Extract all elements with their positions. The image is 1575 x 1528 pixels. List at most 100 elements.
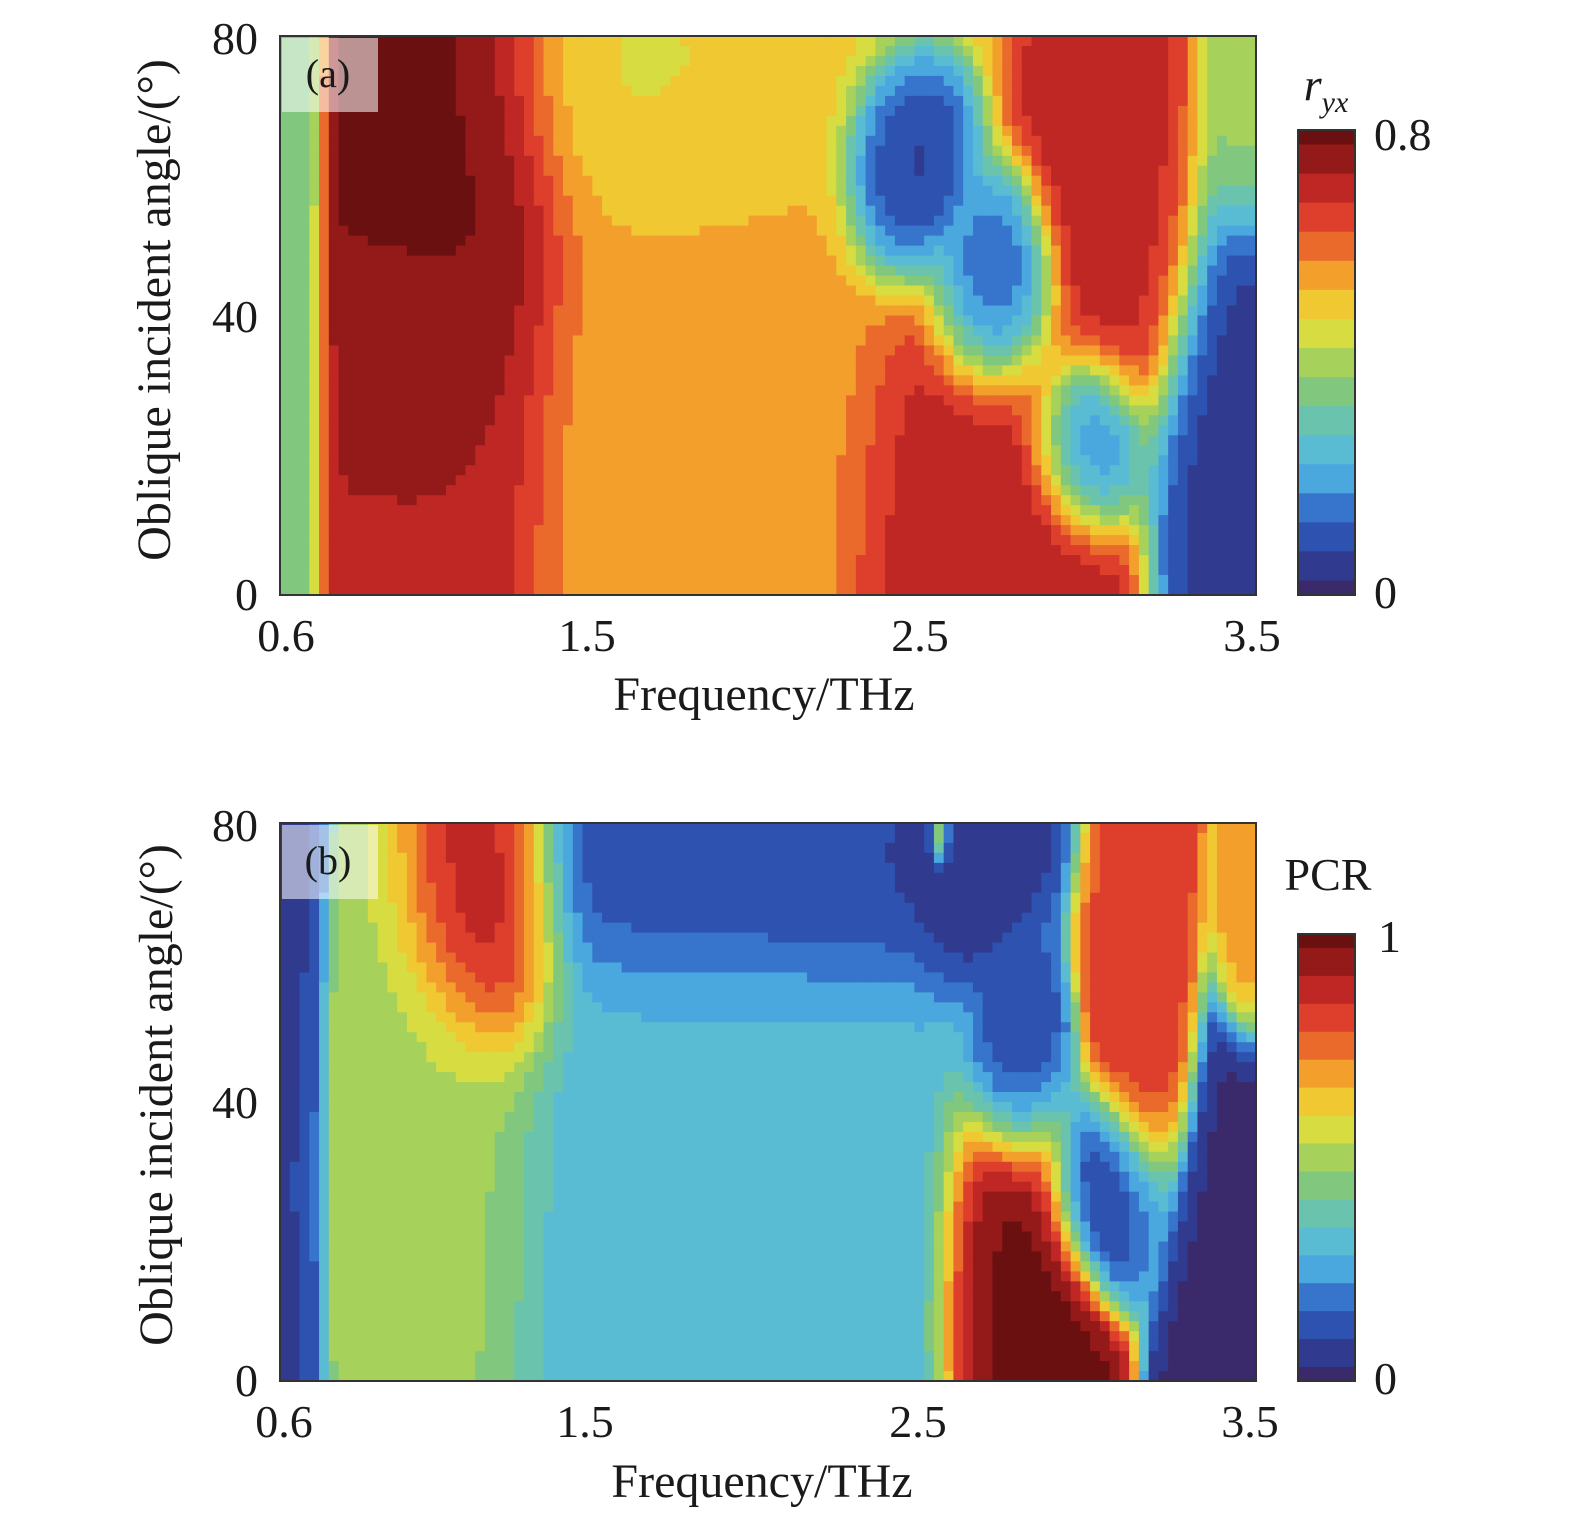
heatmap-cell bbox=[592, 305, 603, 317]
heatmap-cell bbox=[504, 235, 515, 247]
heatmap-cell bbox=[836, 415, 847, 426]
heatmap-cell bbox=[1236, 425, 1247, 436]
heatmap-cell bbox=[1168, 275, 1179, 287]
heatmap-cell bbox=[728, 155, 740, 167]
heatmap-cell bbox=[455, 375, 467, 386]
heatmap-cell bbox=[533, 465, 545, 476]
heatmap-cell bbox=[1012, 435, 1023, 446]
heatmap-cell bbox=[982, 285, 994, 297]
heatmap-cell bbox=[406, 505, 418, 516]
heatmap-cell bbox=[972, 105, 984, 117]
heatmap-cell bbox=[1216, 165, 1228, 177]
heatmap-cell bbox=[1216, 405, 1228, 416]
heatmap-cell bbox=[787, 85, 798, 97]
heatmap-cell bbox=[1060, 405, 1072, 416]
heatmap-cell bbox=[943, 135, 955, 147]
heatmap-cell bbox=[436, 255, 447, 267]
heatmap-cell bbox=[816, 215, 828, 227]
heatmap-cell bbox=[1197, 105, 1208, 117]
heatmap-cell bbox=[885, 355, 896, 367]
heatmap-cell bbox=[758, 385, 769, 396]
heatmap-cell bbox=[709, 195, 720, 207]
heatmap-cell bbox=[328, 195, 340, 207]
heatmap-cell bbox=[826, 445, 837, 456]
heatmap-cell bbox=[894, 115, 906, 127]
heatmap-cell bbox=[582, 475, 593, 486]
heatmap-cell bbox=[650, 315, 662, 327]
heatmap-cell bbox=[846, 285, 857, 297]
heatmap-cell bbox=[875, 225, 886, 237]
heatmap-cell bbox=[953, 225, 964, 237]
heatmap-cell bbox=[299, 455, 310, 466]
heatmap-cell bbox=[494, 345, 506, 357]
heatmap-cell bbox=[436, 525, 447, 536]
heatmap-cell bbox=[836, 365, 847, 376]
heatmap-cell bbox=[289, 475, 301, 486]
heatmap-cell bbox=[1119, 305, 1130, 317]
heatmap-cell bbox=[885, 255, 896, 267]
heatmap-cell bbox=[309, 505, 320, 516]
heatmap-cell bbox=[1129, 115, 1140, 127]
heatmap-cell bbox=[963, 435, 974, 446]
heatmap-cell bbox=[689, 355, 701, 367]
heatmap-cell bbox=[982, 345, 994, 357]
heatmap-cell bbox=[1070, 335, 1081, 347]
heatmap-cell bbox=[631, 325, 642, 337]
heatmap-cell bbox=[280, 495, 291, 506]
heatmap-cell bbox=[699, 205, 711, 217]
heatmap-cell bbox=[1021, 395, 1033, 406]
heatmap-cell bbox=[387, 36, 398, 47]
heatmap-cell bbox=[299, 485, 310, 496]
heatmap-cell bbox=[1051, 195, 1062, 207]
heatmap-cell bbox=[299, 285, 310, 297]
heatmap-cell bbox=[621, 355, 632, 367]
heatmap-cell bbox=[709, 355, 720, 367]
heatmap-cell bbox=[328, 275, 340, 287]
heatmap-cell bbox=[699, 295, 711, 307]
heatmap-cell bbox=[699, 195, 711, 207]
heatmap-cell bbox=[748, 315, 759, 327]
heatmap-cell bbox=[982, 365, 994, 376]
heatmap-cell bbox=[855, 455, 867, 466]
heatmap-cell bbox=[855, 215, 867, 227]
heatmap-cell bbox=[1129, 485, 1140, 496]
heatmap-cell bbox=[445, 135, 457, 147]
heatmap-cell bbox=[1070, 295, 1081, 307]
heatmap-cell bbox=[1158, 115, 1169, 127]
heatmap-cell bbox=[963, 255, 974, 267]
heatmap-cell bbox=[953, 245, 964, 257]
heatmap-cell bbox=[1090, 115, 1101, 127]
heatmap-cell bbox=[280, 175, 291, 187]
heatmap-cell bbox=[1099, 295, 1111, 307]
heatmap-cell bbox=[885, 295, 896, 307]
heatmap-cell bbox=[445, 165, 457, 177]
heatmap-cell bbox=[1236, 45, 1247, 57]
heatmap-cell bbox=[855, 275, 867, 287]
heatmap-cell bbox=[524, 455, 535, 466]
heatmap-cell bbox=[982, 315, 994, 327]
heatmap-cell bbox=[709, 175, 720, 187]
heatmap-cell bbox=[641, 485, 652, 496]
heatmap-cell bbox=[816, 85, 828, 97]
heatmap-cell bbox=[836, 195, 847, 207]
heatmap-cell bbox=[709, 515, 720, 526]
heatmap-cell bbox=[855, 405, 867, 416]
heatmap-cell bbox=[592, 215, 603, 227]
heatmap-cell bbox=[1070, 85, 1081, 97]
heatmap-cell bbox=[397, 415, 408, 426]
heatmap-cell bbox=[924, 85, 935, 97]
heatmap-cell bbox=[602, 65, 613, 77]
heatmap-cell bbox=[1060, 385, 1072, 396]
heatmap-cell bbox=[787, 45, 798, 57]
heatmap-cell bbox=[699, 115, 711, 127]
heatmap-cell bbox=[709, 285, 720, 297]
heatmap-cell bbox=[582, 425, 593, 436]
heatmap-cell bbox=[1119, 215, 1130, 227]
heatmap-cell bbox=[1168, 155, 1179, 167]
heatmap-cell bbox=[670, 295, 681, 307]
heatmap-cell bbox=[738, 255, 750, 267]
heatmap-cell bbox=[894, 375, 906, 386]
heatmap-cell bbox=[1021, 425, 1033, 436]
heatmap-cell bbox=[660, 115, 671, 127]
heatmap-cell bbox=[894, 305, 906, 317]
